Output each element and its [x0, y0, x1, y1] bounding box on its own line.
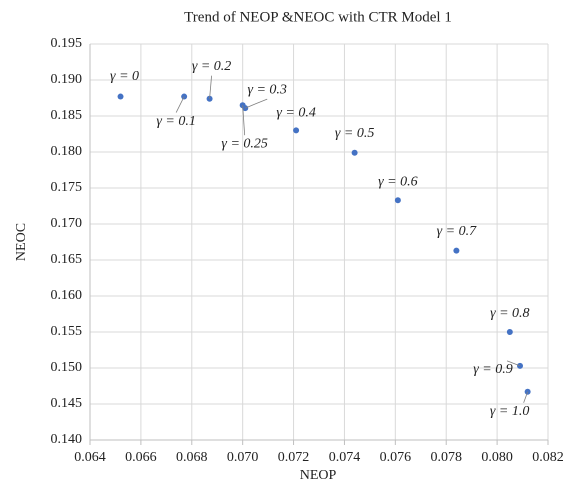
point: [506, 329, 513, 335]
y-tick-label: 0.170: [51, 216, 83, 231]
point: [351, 149, 358, 156]
y-tick-label: 0.195: [51, 36, 83, 51]
leader-line: [242, 105, 246, 136]
x-tick-label: 0.072: [278, 450, 310, 465]
point-label: γ = 0: [110, 69, 139, 84]
leader-line: [506, 360, 521, 367]
y-tick-label: 0.150: [51, 360, 83, 375]
point-label: γ = 0.1: [156, 114, 195, 129]
y-tick-label: 0.180: [51, 144, 83, 159]
y-tick-label: 0.190: [51, 72, 83, 87]
y-axis-label: NEOC: [14, 223, 29, 261]
y-tick-label: 0.140: [51, 432, 83, 447]
point-label: γ = 0.9: [473, 362, 512, 377]
point-label: γ = 0.8: [490, 306, 529, 321]
point: [453, 247, 460, 254]
y-tick-label: 0.175: [51, 180, 83, 195]
point-label: γ = 0.7: [437, 224, 477, 239]
point-label: γ = 0.5: [335, 126, 374, 141]
leader-line: [175, 96, 185, 113]
leader-line: [245, 98, 268, 109]
x-tick-label: 0.074: [329, 450, 361, 465]
x-tick-label: 0.068: [176, 450, 208, 465]
x-tick-label: 0.078: [430, 450, 462, 465]
point-label: γ = 1.0: [490, 404, 529, 419]
point-label: γ = 0.3: [247, 82, 286, 97]
point: [394, 197, 401, 204]
x-tick-label: 0.076: [380, 450, 412, 465]
leader-line: [523, 391, 529, 403]
y-tick-label: 0.165: [51, 252, 83, 267]
y-tick-label: 0.185: [51, 108, 83, 123]
x-tick-label: 0.082: [532, 450, 564, 465]
x-axis-label: NEOP: [300, 468, 337, 483]
leader-line: [209, 75, 212, 99]
point: [293, 127, 300, 134]
x-tick-label: 0.070: [227, 450, 259, 465]
chart-title: Trend of NEOP &NEOC with CTR Model 1: [184, 9, 452, 25]
point-label: γ = 0.2: [192, 59, 231, 74]
x-tick-label: 0.066: [125, 450, 157, 465]
x-tick-label: 0.064: [74, 450, 106, 465]
x-tick-label: 0.080: [481, 450, 513, 465]
point-label: γ = 0.25: [221, 136, 267, 151]
point: [117, 93, 124, 100]
y-tick-label: 0.145: [51, 396, 83, 411]
point-label: γ = 0.4: [276, 106, 315, 121]
y-tick-label: 0.160: [51, 288, 83, 303]
y-tick-label: 0.155: [51, 324, 83, 339]
point-label: γ = 0.6: [378, 174, 417, 189]
